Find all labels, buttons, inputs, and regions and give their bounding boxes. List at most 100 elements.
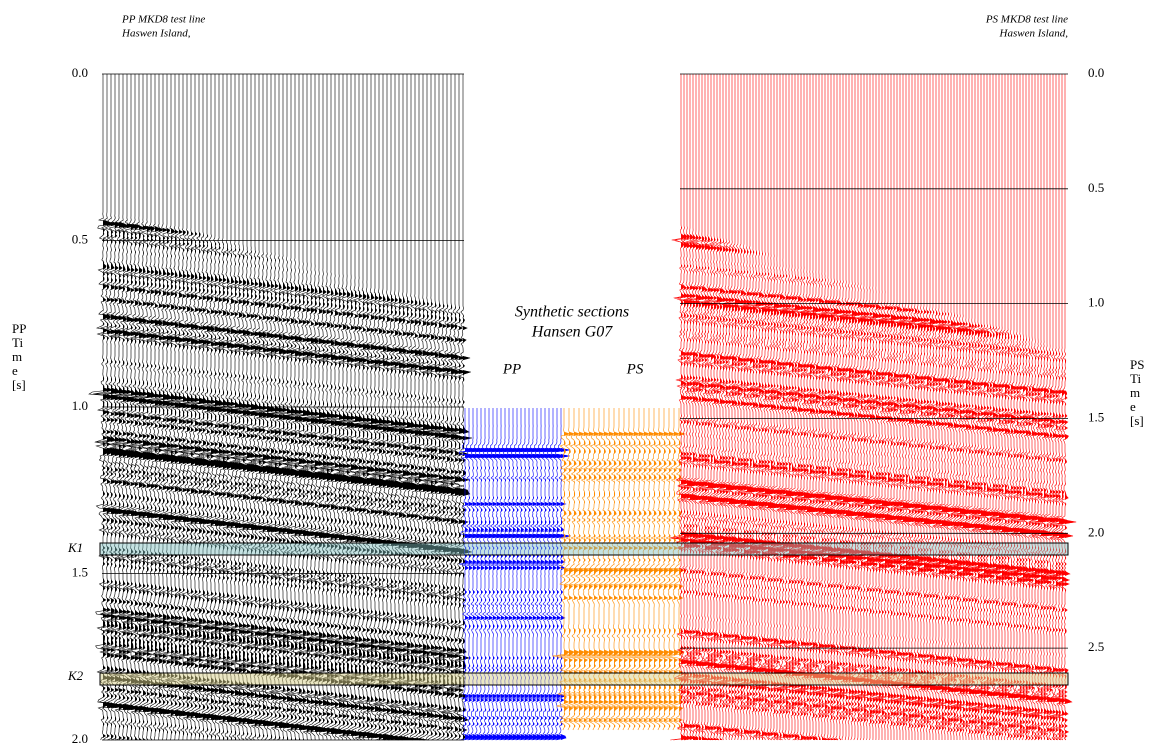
trace: [898, 74, 921, 740]
trace: [725, 74, 747, 741]
axis-title: m: [1130, 385, 1140, 400]
trace: [1033, 74, 1053, 741]
trace: [701, 74, 720, 741]
trace: [672, 74, 693, 741]
center-title: Hansen G07: [531, 324, 613, 341]
trace-fill: [807, 74, 816, 740]
horizon-k1: [99, 542, 1069, 556]
trace: [863, 74, 885, 741]
trace: [935, 74, 954, 740]
trace-fill: [1044, 74, 1052, 740]
axis-title: e: [1130, 399, 1136, 414]
title-right: Haswen Island,: [999, 28, 1069, 40]
axis-title: [s]: [1130, 413, 1144, 428]
trace-fill: [1020, 74, 1029, 740]
trace-fill: [1038, 74, 1047, 740]
y-tick-label: 1.5: [72, 564, 88, 579]
trace: [836, 74, 855, 741]
trace-fill: [903, 74, 912, 740]
y-tick-label: 2.5: [1088, 639, 1104, 654]
trace: [764, 74, 786, 741]
y-tick-label: 1.0: [72, 398, 88, 413]
trace: [682, 74, 702, 741]
trace: [881, 74, 903, 740]
trace: [867, 74, 888, 741]
trace: [732, 74, 753, 741]
trace-fill: [1026, 74, 1038, 740]
trace-fill: [687, 74, 696, 740]
trace: [825, 74, 849, 741]
trace-fill: [999, 74, 1008, 740]
trace: [994, 74, 1014, 741]
trace: [955, 74, 975, 740]
trace: [992, 74, 1011, 741]
trace: [864, 74, 888, 741]
trace: [987, 74, 1008, 741]
title-left: Haswen Island,: [121, 28, 191, 40]
trace: [1005, 74, 1026, 741]
trace: [927, 74, 948, 740]
trace-fill: [693, 74, 701, 740]
trace: [966, 74, 987, 740]
trace: [888, 74, 909, 740]
synthetic-label: PP: [502, 361, 521, 377]
trace: [1041, 74, 1065, 741]
trace-fill: [726, 74, 735, 740]
trace: [1041, 74, 1059, 741]
trace: [768, 74, 792, 741]
trace-fill: [915, 74, 927, 740]
trace: [781, 74, 804, 741]
trace-fill: [723, 74, 732, 740]
trace-fill: [729, 74, 738, 740]
trace: [1023, 74, 1041, 741]
trace-fill: [924, 74, 933, 740]
trace-fill: [684, 74, 693, 740]
trace: [1013, 74, 1032, 741]
trace: [810, 74, 831, 741]
trace: [703, 74, 726, 741]
trace: [914, 74, 933, 740]
y-tick-label: 0.0: [1088, 65, 1104, 80]
trace: [758, 74, 777, 741]
trace: [1026, 74, 1047, 741]
trace: [845, 74, 867, 741]
trace: [877, 74, 897, 740]
trace: [1002, 74, 1020, 741]
trace: [747, 74, 771, 741]
trace: [1052, 74, 1071, 741]
trace-fill: [1059, 74, 1068, 740]
trace: [1020, 74, 1044, 741]
trace: [1044, 74, 1062, 741]
trace: [711, 74, 732, 741]
synthetic-label: PS: [626, 361, 644, 377]
trace-fill: [825, 74, 834, 740]
trace: [807, 74, 831, 741]
trace: [776, 74, 795, 741]
trace: [824, 74, 846, 741]
trace-fill: [732, 74, 740, 740]
trace: [942, 74, 966, 740]
trace: [1010, 74, 1029, 741]
title-right: PS MKD8 test line: [985, 14, 1068, 26]
trace-fill: [771, 74, 779, 740]
y-tick-label: 1.5: [1088, 409, 1104, 424]
trace: [945, 74, 966, 740]
trace: [948, 74, 969, 740]
trace-fill: [810, 74, 818, 740]
trace: [1005, 74, 1023, 741]
trace: [963, 74, 987, 740]
axis-title: PP: [12, 321, 26, 336]
y-tick-label: 1.0: [1088, 295, 1104, 310]
trace: [689, 74, 711, 741]
trace: [690, 74, 714, 741]
trace: [885, 74, 909, 740]
trace: [920, 74, 942, 740]
trace: [909, 74, 930, 740]
title-left: PP MKD8 test line: [121, 14, 205, 26]
trace: [714, 74, 735, 741]
trace-fill: [1023, 74, 1031, 740]
section: [458, 408, 571, 741]
trace: [924, 74, 948, 740]
trace: [786, 74, 810, 741]
horizon-k2: [99, 672, 1069, 686]
